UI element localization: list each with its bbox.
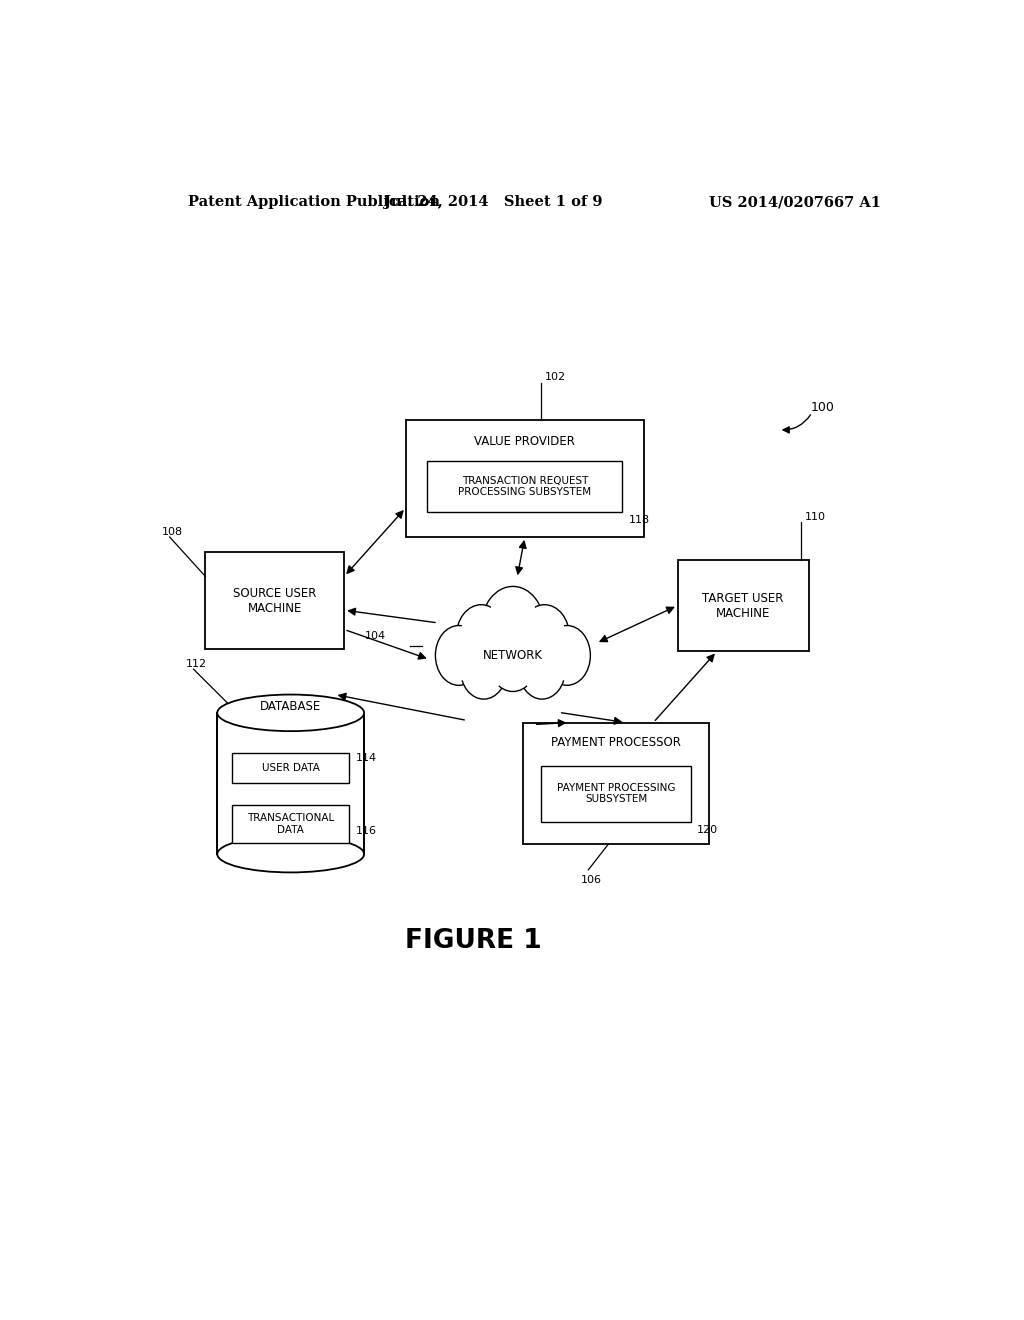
Bar [427,461,623,512]
Circle shape [487,627,538,692]
Text: TRANSACTION REQUEST
PROCESSING SUBSYSTEM: TRANSACTION REQUEST PROCESSING SUBSYSTEM [458,477,592,498]
Bar [206,552,344,649]
Text: 106: 106 [581,875,601,884]
Circle shape [486,593,540,661]
Circle shape [464,644,504,694]
Text: 108: 108 [162,527,183,537]
Bar [217,713,365,854]
Circle shape [519,605,569,669]
Ellipse shape [217,694,365,731]
Ellipse shape [217,836,365,873]
Text: VALUE PROVIDER: VALUE PROVIDER [474,436,575,449]
Bar [542,766,690,822]
Text: US 2014/0207667 A1: US 2014/0207667 A1 [709,195,881,209]
Text: FIGURE 1: FIGURE 1 [404,928,542,954]
Text: DATABASE: DATABASE [260,700,322,713]
Circle shape [435,626,482,685]
Ellipse shape [471,623,555,680]
Text: 118: 118 [629,516,650,525]
Circle shape [544,626,591,685]
Text: 104: 104 [365,631,386,642]
Text: Patent Application Publication: Patent Application Publication [187,195,439,209]
Circle shape [522,644,562,694]
Circle shape [457,605,506,669]
Bar [232,805,349,843]
Bar [523,722,710,845]
Text: 100: 100 [811,401,835,414]
Text: PAYMENT PROCESSOR: PAYMENT PROCESSOR [551,735,681,748]
Circle shape [519,639,565,700]
Text: 114: 114 [355,754,377,763]
Bar [406,420,644,537]
Circle shape [461,639,507,700]
Circle shape [547,630,587,681]
Text: NETWORK: NETWORK [483,649,543,661]
Text: 116: 116 [355,826,377,837]
Text: PAYMENT PROCESSING
SUBSYSTEM: PAYMENT PROCESSING SUBSYSTEM [557,783,675,804]
Text: SOURCE USER
MACHINE: SOURCE USER MACHINE [233,586,316,615]
Circle shape [481,586,545,668]
Circle shape [439,630,478,681]
Text: 120: 120 [697,825,718,834]
Circle shape [460,610,503,664]
Text: 110: 110 [805,512,825,523]
Text: 102: 102 [545,372,566,383]
Bar [678,560,809,651]
Bar [232,752,349,784]
Text: TRANSACTIONAL
DATA: TRANSACTIONAL DATA [247,813,334,836]
Bar [218,702,364,730]
Ellipse shape [459,615,567,688]
Text: Jul. 24, 2014   Sheet 1 of 9: Jul. 24, 2014 Sheet 1 of 9 [384,195,602,209]
Circle shape [523,610,566,664]
Circle shape [492,632,535,686]
Text: 112: 112 [185,659,207,669]
Text: TARGET USER
MACHINE: TARGET USER MACHINE [702,591,783,619]
Text: USER DATA: USER DATA [262,763,319,774]
